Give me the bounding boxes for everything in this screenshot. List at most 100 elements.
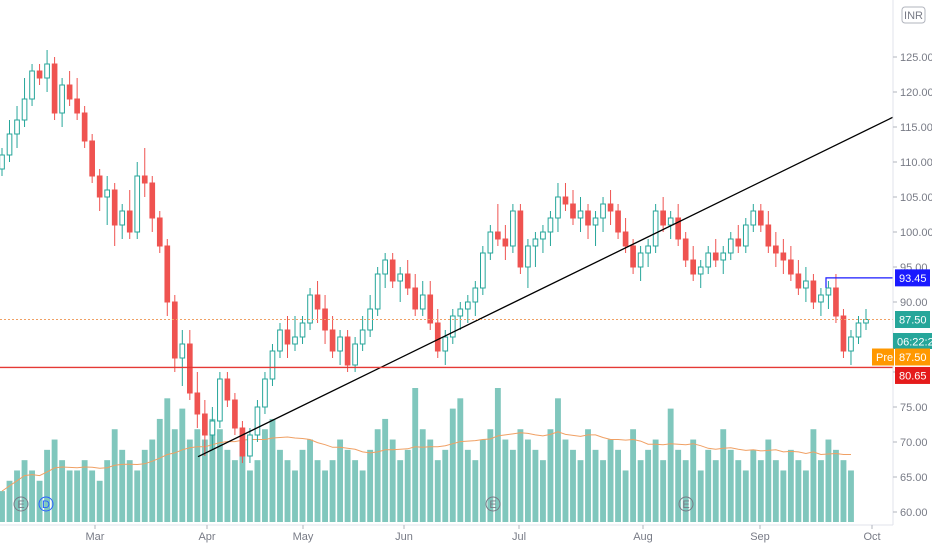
volume-bar (712, 460, 719, 522)
candle (66, 71, 73, 106)
candle (577, 197, 584, 232)
time-tick-label: Jun (395, 531, 413, 543)
candle (202, 400, 208, 456)
volume-bar (352, 460, 359, 522)
candle (179, 330, 186, 386)
candle (149, 176, 156, 232)
volume-bar (825, 439, 832, 522)
candle (697, 260, 704, 288)
volume-bar (239, 439, 246, 522)
time-tick-label: Apr (198, 531, 215, 543)
candle (510, 204, 516, 253)
volume-bar (622, 470, 629, 522)
currency-badge[interactable] (901, 6, 926, 24)
candle (840, 309, 847, 358)
volume-bar (742, 470, 749, 522)
candle (164, 239, 171, 316)
volume-bar (720, 429, 727, 522)
volume-bar (292, 470, 298, 522)
volume-bar (374, 429, 381, 522)
volume-bar (119, 449, 126, 522)
volume-bar (464, 449, 471, 522)
candle (788, 246, 794, 281)
candle (765, 211, 772, 253)
candle (848, 330, 854, 365)
volume-bar (562, 439, 569, 522)
volume-bar (637, 460, 644, 522)
premarket-price-tag: Pre 87.50 (872, 348, 930, 366)
volume-bar (517, 429, 524, 522)
candle (307, 288, 313, 330)
volume-bar (51, 439, 58, 522)
candle (818, 288, 824, 316)
candle (382, 253, 388, 288)
resistance-line[interactable] (825, 277, 893, 288)
earnings-marker-2[interactable]: E (485, 496, 501, 512)
candle (540, 225, 546, 253)
volume-bar (690, 439, 697, 522)
price-tick-label: 65.00 (900, 472, 928, 484)
volume-bar (780, 470, 787, 522)
volume-bar (600, 460, 606, 522)
volume-bar (547, 429, 554, 522)
volume-bar (840, 460, 847, 522)
candle (457, 302, 464, 330)
volume-bar (675, 449, 682, 522)
candle (720, 246, 727, 274)
volume-bar (757, 460, 764, 522)
volume-bar (397, 460, 404, 522)
candle (690, 246, 697, 281)
volume-bar (472, 460, 479, 522)
currency-badge-label: INR (904, 10, 923, 22)
volume-bar (329, 460, 336, 522)
volume-bar (442, 449, 449, 522)
candle (547, 211, 554, 246)
candle (367, 295, 373, 337)
dividend-marker[interactable]: D (38, 496, 54, 512)
candle (269, 344, 276, 386)
time-tick-label: Oct (863, 531, 880, 543)
candle (795, 260, 802, 295)
candle (104, 176, 111, 225)
earnings-marker-1[interactable]: E (13, 496, 29, 512)
earnings-marker-3[interactable]: E (678, 496, 694, 512)
candle (607, 190, 614, 225)
candle (525, 239, 531, 288)
candle (487, 225, 494, 260)
candle (6, 120, 13, 162)
candle (59, 78, 65, 127)
volume-bar (810, 429, 817, 522)
volume-bar (487, 429, 494, 522)
volume-bar (607, 439, 614, 522)
volume-bar (735, 460, 742, 522)
candlestick-series (0, 50, 869, 463)
volume-bar (615, 449, 621, 522)
time-tick-label: May (293, 531, 314, 543)
candle (742, 218, 749, 253)
candle (615, 204, 621, 239)
volume-bar (570, 449, 576, 522)
candle (156, 211, 163, 253)
svg-text:80.65: 80.65 (899, 370, 927, 382)
candle (224, 372, 231, 407)
candle (14, 106, 20, 148)
volume-bar (502, 439, 509, 522)
candle (592, 211, 599, 246)
candle (675, 204, 682, 246)
candle (96, 169, 103, 211)
trendline[interactable] (197, 116, 894, 458)
candle (171, 295, 178, 372)
volume-bar (772, 460, 779, 522)
volume-bar (404, 449, 411, 522)
candle (344, 330, 351, 372)
volume-bar (59, 460, 66, 522)
candle (660, 197, 666, 232)
price-tick-label: 115.00 (900, 122, 932, 134)
volume-bar (697, 470, 704, 522)
volume-bar (585, 429, 591, 522)
candle (780, 239, 787, 274)
volume-bar (126, 460, 133, 522)
volume-bar (89, 470, 96, 522)
volume-bar (247, 470, 253, 522)
